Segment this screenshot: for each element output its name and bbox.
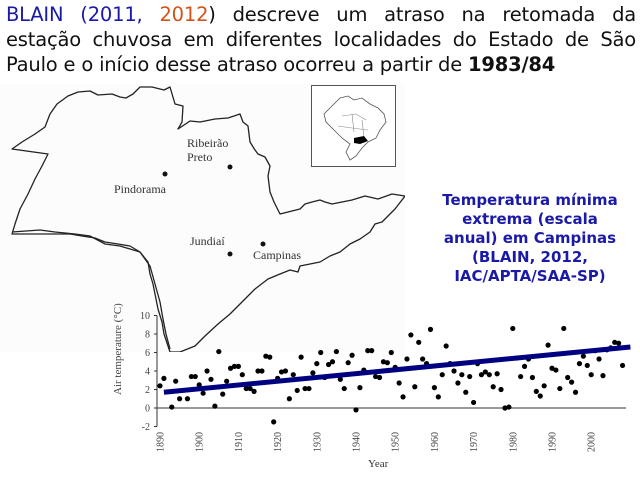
svg-text:1960: 1960 — [430, 432, 441, 452]
svg-text:6: 6 — [145, 348, 150, 359]
y-axis-label: Air temperature (°C) — [112, 303, 124, 395]
svg-text:1980: 1980 — [508, 432, 519, 452]
headline-text: BLAIN (2011, 2012) descreve um atraso na… — [6, 2, 636, 77]
year-2011: 2011 — [87, 3, 137, 26]
x-axis-label: Year — [368, 458, 389, 470]
svg-text:1910: 1910 — [234, 432, 245, 452]
svg-text:-2: -2 — [142, 422, 150, 433]
city-label-ribeirao-preto: Ribeirão Preto — [187, 136, 229, 164]
year-2012: 2012 — [159, 3, 209, 26]
state-outline-icon — [11, 86, 405, 352]
svg-text:1930: 1930 — [312, 432, 323, 452]
svg-text:1940: 1940 — [352, 432, 363, 452]
svg-text:2: 2 — [145, 385, 150, 396]
temperature-scatter-chart: 1890 1900 1910 1920 1930 1940 1950 1960 1970 1980… — [140, 311, 631, 452]
brazil-inset-map — [311, 85, 396, 167]
data-points — [157, 325, 626, 425]
headline-line-2: estação chuvosa em diferentes localidade… — [6, 28, 636, 51]
city-label-pindorama: Pindorama — [114, 182, 166, 196]
headline-line-1: BLAIN (2011, 2012) descreve um atraso na… — [6, 3, 637, 26]
chart-axes — [154, 315, 626, 427]
svg-text:1900: 1900 — [195, 432, 206, 452]
chart-caption: Temperatura mínima extrema (escala anual… — [442, 191, 618, 285]
brazil-map-icon — [323, 95, 387, 161]
svg-text:1970: 1970 — [469, 432, 480, 452]
svg-text:1990: 1990 — [548, 432, 559, 452]
headline-line-3: Paulo e o início desse atraso ocorreu a … — [6, 53, 556, 76]
y-tick-labels: 10 8 6 4 2 0 -2 — [140, 311, 150, 433]
trend-line — [163, 344, 631, 395]
svg-text:1890: 1890 — [156, 432, 167, 452]
svg-text:10: 10 — [140, 311, 150, 322]
city-label-jundiai: Jundiaí — [190, 234, 225, 248]
svg-text:4: 4 — [145, 367, 150, 378]
city-label-campinas: Campinas — [253, 248, 301, 262]
svg-text:8: 8 — [145, 330, 150, 341]
svg-text:1920: 1920 — [273, 432, 284, 452]
svg-text:1950: 1950 — [391, 432, 402, 452]
svg-text:2000: 2000 — [587, 432, 598, 452]
svg-text:0: 0 — [145, 404, 150, 415]
highlight-year: 1983/84 — [468, 53, 556, 76]
author-name: BLAIN — [6, 3, 64, 26]
x-tick-labels: 1890 1900 1910 1920 1930 1940 1950 1960 1970 1980… — [156, 432, 598, 452]
